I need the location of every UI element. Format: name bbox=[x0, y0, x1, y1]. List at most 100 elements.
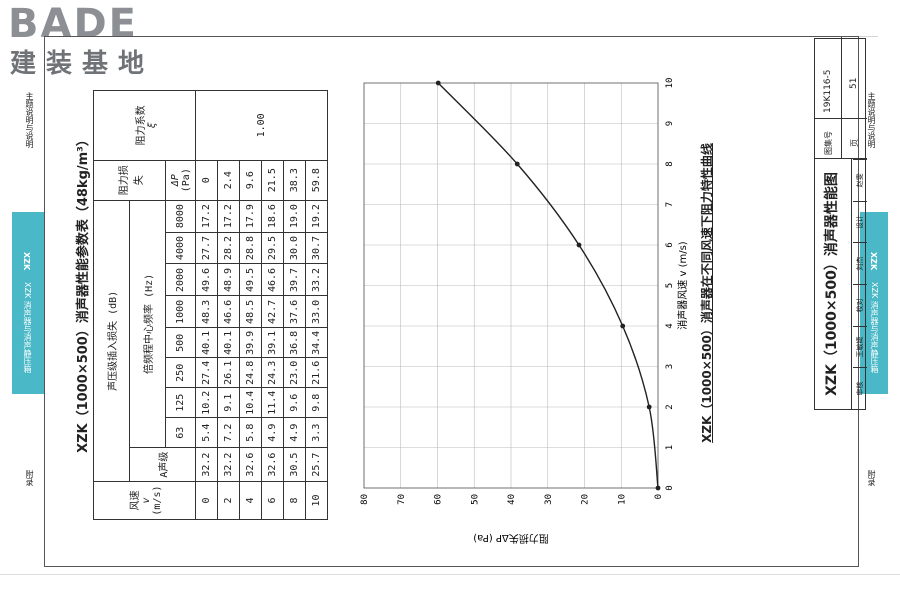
table-cell: 3.3 bbox=[305, 417, 328, 448]
table-cell: 48.5 bbox=[239, 295, 262, 328]
table-cell: 49.5 bbox=[239, 264, 262, 296]
table-cell: 29.5 bbox=[261, 232, 284, 264]
table-cell: 10.4 bbox=[239, 387, 262, 418]
table-cell: 18.6 bbox=[261, 200, 284, 233]
left-side-tab[interactable]: XZK XZK 消声器与消声静压箱 bbox=[12, 212, 44, 394]
data-point bbox=[655, 485, 661, 491]
signature-field: 王敏婕 bbox=[853, 325, 867, 368]
table-title: XZK（1000×500）消声器性能参数表（48kg/m³） bbox=[76, 133, 91, 453]
table-cell: 21.5 bbox=[261, 160, 284, 201]
y-tick-label: 0 bbox=[654, 494, 664, 499]
freq-header: 500 bbox=[165, 327, 196, 358]
table-row: 0 32.2 5.4 10.2 27.4 40.1 48.3 49.6 27.7 17.2 0 1.0… bbox=[195, 90, 328, 520]
table-cell: 27.4 bbox=[195, 357, 218, 388]
page-number: 51 bbox=[849, 77, 859, 89]
table-cell: 59.8 bbox=[305, 160, 328, 201]
table-cell: 9.6 bbox=[283, 387, 306, 418]
header-pressure-drop: 阻力损失 bbox=[93, 160, 166, 201]
x-axis-label: 消声器风速 v (m/s) bbox=[676, 241, 688, 329]
x-tick-label: 2 bbox=[665, 404, 675, 409]
table-cell: 4.9 bbox=[261, 417, 284, 448]
rotated-sheet: XZK（1000×500）消声器性能参数表（48kg/m³） 风速 v (m/s) … bbox=[62, 33, 882, 553]
table-cell: 2.4 bbox=[217, 160, 240, 201]
right-side-appendix: 附录 bbox=[867, 470, 876, 486]
table-cell: 39.7 bbox=[283, 264, 306, 296]
y-tick-label: 70 bbox=[397, 494, 407, 505]
table-cell: 26.1 bbox=[217, 357, 240, 388]
header-insertion-loss: 声压级插入损失 (dB) bbox=[93, 200, 130, 482]
table-cell: 49.6 bbox=[195, 264, 218, 296]
resistance-curve bbox=[437, 82, 659, 489]
signature-field: 设计 bbox=[853, 200, 867, 243]
table-cell: 42.7 bbox=[261, 295, 284, 328]
table-cell: 37.6 bbox=[283, 295, 306, 328]
y-tick-label: 50 bbox=[470, 494, 480, 505]
table-cell: 17.2 bbox=[195, 200, 218, 233]
table-cell: 9.6 bbox=[239, 160, 262, 201]
header-speed: 风速 v (m/s) bbox=[93, 481, 196, 520]
data-point bbox=[576, 242, 582, 248]
table-cell: 48.3 bbox=[195, 295, 218, 328]
drawing-frame bbox=[44, 36, 859, 567]
pressure-drop-unit: ΔP (Pa) bbox=[165, 160, 196, 201]
drawing-title: XZK（1000×500）消声器性能图 bbox=[824, 172, 840, 396]
table-cell: 27.7 bbox=[195, 232, 218, 264]
table-cell: 39.1 bbox=[261, 327, 284, 358]
table-cell: 46.6 bbox=[217, 295, 240, 328]
x-tick-label: 7 bbox=[665, 202, 675, 207]
table-cell: 28.8 bbox=[239, 232, 262, 264]
freq-header: 8000 bbox=[165, 200, 196, 233]
table-cell: 21.6 bbox=[305, 357, 328, 388]
brand-logo: BADE 建装基地 bbox=[8, 4, 178, 80]
header-resistance-coef: 阻力系数 ξ bbox=[93, 90, 196, 161]
title-block: XZK（1000×500）消声器性能图 图集号 19K116-5 页 51 审核… bbox=[814, 37, 867, 410]
table-cell: 34.4 bbox=[305, 327, 328, 358]
table-cell: 30.7 bbox=[305, 232, 328, 264]
signature-field: 审核 bbox=[853, 367, 867, 409]
table-cell: 33.2 bbox=[305, 264, 328, 296]
table-cell: 5.4 bbox=[195, 417, 218, 448]
x-tick-label: 8 bbox=[665, 161, 675, 166]
freq-header: 63 bbox=[165, 417, 196, 448]
left-side-heading: 主题说明与说明 bbox=[25, 92, 34, 148]
x-tick-label: 4 bbox=[665, 323, 675, 328]
table-cell: 39.9 bbox=[239, 327, 262, 358]
table-cell: 32.6 bbox=[261, 447, 284, 482]
table-cell: 19.0 bbox=[283, 200, 306, 233]
right-side-tab-code: XZK bbox=[869, 252, 878, 271]
x-tick-label: 10 bbox=[665, 78, 675, 89]
data-point bbox=[646, 404, 652, 410]
left-side-tab-label: XZK 消声器与消声静压箱 bbox=[23, 282, 32, 373]
freq-header: 1000 bbox=[165, 295, 196, 328]
brand-logo-en: BADE bbox=[8, 1, 138, 47]
header-a-weighted: A声级 bbox=[129, 447, 196, 482]
signature-field: 赵雯 bbox=[853, 158, 867, 201]
y-tick-label: 20 bbox=[581, 494, 591, 505]
table-cell: 9.8 bbox=[305, 387, 328, 418]
x-tick-label: 6 bbox=[665, 242, 675, 247]
table-cell: 38.3 bbox=[283, 160, 306, 201]
table-cell: 25.7 bbox=[305, 447, 328, 482]
table-cell: 5.8 bbox=[239, 417, 262, 448]
table-cell: 48.9 bbox=[217, 264, 240, 296]
table-cell: 9.1 bbox=[217, 387, 240, 418]
y-tick-label: 80 bbox=[360, 494, 370, 505]
page-label: 页 bbox=[850, 139, 859, 147]
freq-header: 125 bbox=[165, 387, 196, 418]
y-axis-label: 阻力损失ΔP (Pa) bbox=[473, 532, 549, 545]
table-cell: 19.2 bbox=[305, 200, 328, 233]
atlas-label: 图集号 bbox=[824, 131, 833, 155]
table-cell: 10 bbox=[305, 481, 328, 520]
right-side-tab[interactable]: XZK XZK 消声器与消声静压箱 bbox=[860, 212, 888, 394]
table-cell: 17.2 bbox=[217, 200, 240, 233]
freq-header: 250 bbox=[165, 357, 196, 388]
x-tick-label: 9 bbox=[665, 121, 675, 126]
freq-header: 4000 bbox=[165, 232, 196, 264]
table-cell: 33.0 bbox=[305, 295, 328, 328]
x-tick-label: 3 bbox=[665, 364, 675, 369]
table-cell: 11.4 bbox=[261, 387, 284, 418]
bottom-rule bbox=[0, 574, 900, 575]
table-cell: 24.8 bbox=[239, 357, 262, 388]
table-cell: 28.2 bbox=[217, 232, 240, 264]
table-cell: 17.9 bbox=[239, 200, 262, 233]
